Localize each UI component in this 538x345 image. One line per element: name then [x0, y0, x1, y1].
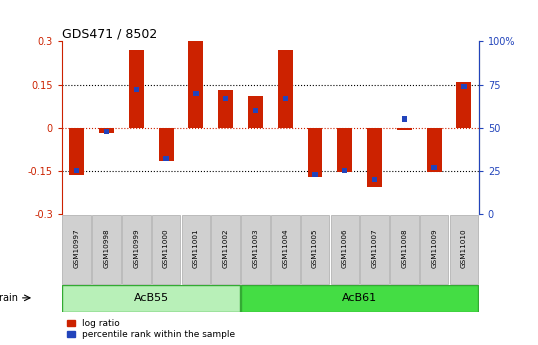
- Bar: [248, 96, 263, 128]
- Bar: [133, 87, 139, 92]
- FancyBboxPatch shape: [211, 215, 240, 284]
- Bar: [456, 82, 471, 128]
- Bar: [427, 128, 442, 171]
- Bar: [308, 128, 322, 177]
- FancyBboxPatch shape: [122, 215, 151, 284]
- Bar: [74, 168, 80, 173]
- Bar: [253, 108, 258, 113]
- FancyBboxPatch shape: [62, 285, 240, 312]
- Text: AcB61: AcB61: [342, 294, 377, 303]
- Bar: [99, 128, 114, 134]
- Bar: [218, 90, 233, 128]
- Bar: [223, 96, 228, 101]
- Bar: [342, 168, 348, 173]
- FancyBboxPatch shape: [241, 215, 270, 284]
- Bar: [188, 40, 203, 128]
- Bar: [337, 128, 352, 171]
- Text: GSM10998: GSM10998: [103, 228, 110, 268]
- FancyBboxPatch shape: [390, 215, 419, 284]
- Bar: [461, 83, 466, 89]
- Bar: [104, 128, 109, 134]
- Bar: [193, 90, 199, 96]
- Text: GSM11001: GSM11001: [193, 228, 199, 268]
- Bar: [367, 128, 382, 187]
- Text: GSM11006: GSM11006: [342, 228, 348, 268]
- Legend: log ratio, percentile rank within the sample: log ratio, percentile rank within the sa…: [66, 318, 236, 340]
- Bar: [164, 156, 169, 161]
- Bar: [402, 116, 407, 121]
- Bar: [313, 171, 318, 177]
- FancyBboxPatch shape: [330, 215, 359, 284]
- Text: GSM11004: GSM11004: [282, 228, 288, 268]
- Bar: [372, 177, 377, 182]
- FancyBboxPatch shape: [301, 215, 329, 284]
- FancyBboxPatch shape: [271, 215, 300, 284]
- Text: GSM10999: GSM10999: [133, 228, 139, 268]
- Text: GSM11005: GSM11005: [312, 228, 318, 268]
- Text: GSM11002: GSM11002: [223, 228, 229, 268]
- FancyBboxPatch shape: [62, 215, 91, 284]
- FancyBboxPatch shape: [92, 215, 121, 284]
- Text: GSM11003: GSM11003: [252, 228, 258, 268]
- Text: GSM10997: GSM10997: [74, 228, 80, 268]
- FancyBboxPatch shape: [182, 215, 210, 284]
- Bar: [278, 50, 293, 128]
- Text: AcB55: AcB55: [133, 294, 169, 303]
- Bar: [159, 128, 174, 161]
- Text: GDS471 / 8502: GDS471 / 8502: [62, 27, 157, 40]
- FancyBboxPatch shape: [241, 285, 478, 312]
- Text: GSM11009: GSM11009: [431, 228, 437, 268]
- FancyBboxPatch shape: [450, 215, 478, 284]
- Bar: [69, 128, 84, 175]
- Bar: [129, 50, 144, 128]
- Text: strain: strain: [0, 293, 18, 303]
- FancyBboxPatch shape: [152, 215, 180, 284]
- Bar: [397, 128, 412, 130]
- Bar: [431, 165, 437, 170]
- FancyBboxPatch shape: [360, 215, 389, 284]
- Text: GSM11010: GSM11010: [461, 228, 467, 268]
- Bar: [282, 96, 288, 101]
- Text: GSM11007: GSM11007: [372, 228, 378, 268]
- FancyBboxPatch shape: [420, 215, 449, 284]
- Text: GSM11008: GSM11008: [401, 228, 407, 268]
- Text: GSM11000: GSM11000: [163, 228, 169, 268]
